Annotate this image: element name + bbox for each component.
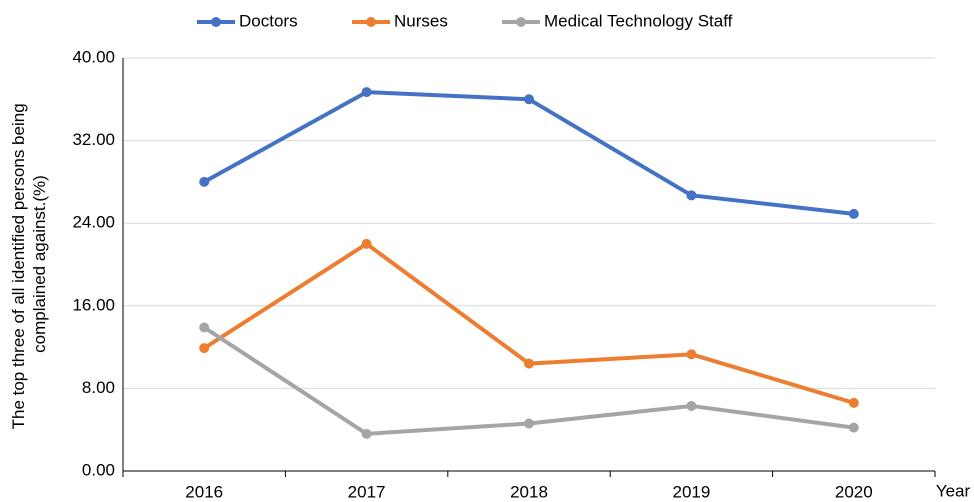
data-point [361, 238, 372, 249]
data-point [199, 322, 210, 333]
data-point [848, 208, 859, 219]
x-tick-label: 2018 [510, 482, 548, 501]
data-point [361, 87, 372, 98]
data-point [848, 422, 859, 433]
x-tick-label: 2020 [835, 482, 873, 501]
y-tick-label: 8.00 [82, 378, 115, 397]
x-axis-label: Year [936, 481, 971, 500]
data-point [686, 190, 697, 201]
y-tick-label: 24.00 [72, 213, 115, 232]
data-point [199, 176, 210, 187]
y-axis-label-line: The top three of all identified persons … [9, 103, 28, 429]
x-tick-label: 2019 [672, 482, 710, 501]
legend-label: Medical Technology Staff [544, 11, 733, 30]
x-tick-label: 2016 [185, 482, 223, 501]
data-point [686, 400, 697, 411]
series-line [203, 241, 855, 405]
legend-label: Doctors [239, 11, 298, 30]
y-axis-label-line: complained against.(%) [30, 175, 49, 353]
legend-label: Nurses [394, 11, 448, 30]
data-point [524, 94, 534, 105]
legend-marker [211, 17, 221, 27]
data-point [199, 343, 210, 354]
y-tick-label: 16.00 [72, 295, 115, 314]
series-line [203, 325, 855, 436]
data-point [524, 358, 534, 369]
y-tick-label: 0.00 [82, 460, 115, 479]
data-point [524, 418, 534, 429]
y-tick-label: 40.00 [72, 47, 115, 66]
data-point [686, 349, 697, 360]
y-tick-label: 32.00 [72, 130, 115, 149]
data-point [361, 428, 372, 439]
legend-marker [366, 17, 376, 27]
x-tick-label: 2017 [348, 482, 386, 501]
legend-marker [516, 17, 526, 27]
data-point [848, 397, 859, 408]
series-line [203, 90, 855, 216]
y-axis-label: The top three of all identified persons … [9, 99, 49, 430]
